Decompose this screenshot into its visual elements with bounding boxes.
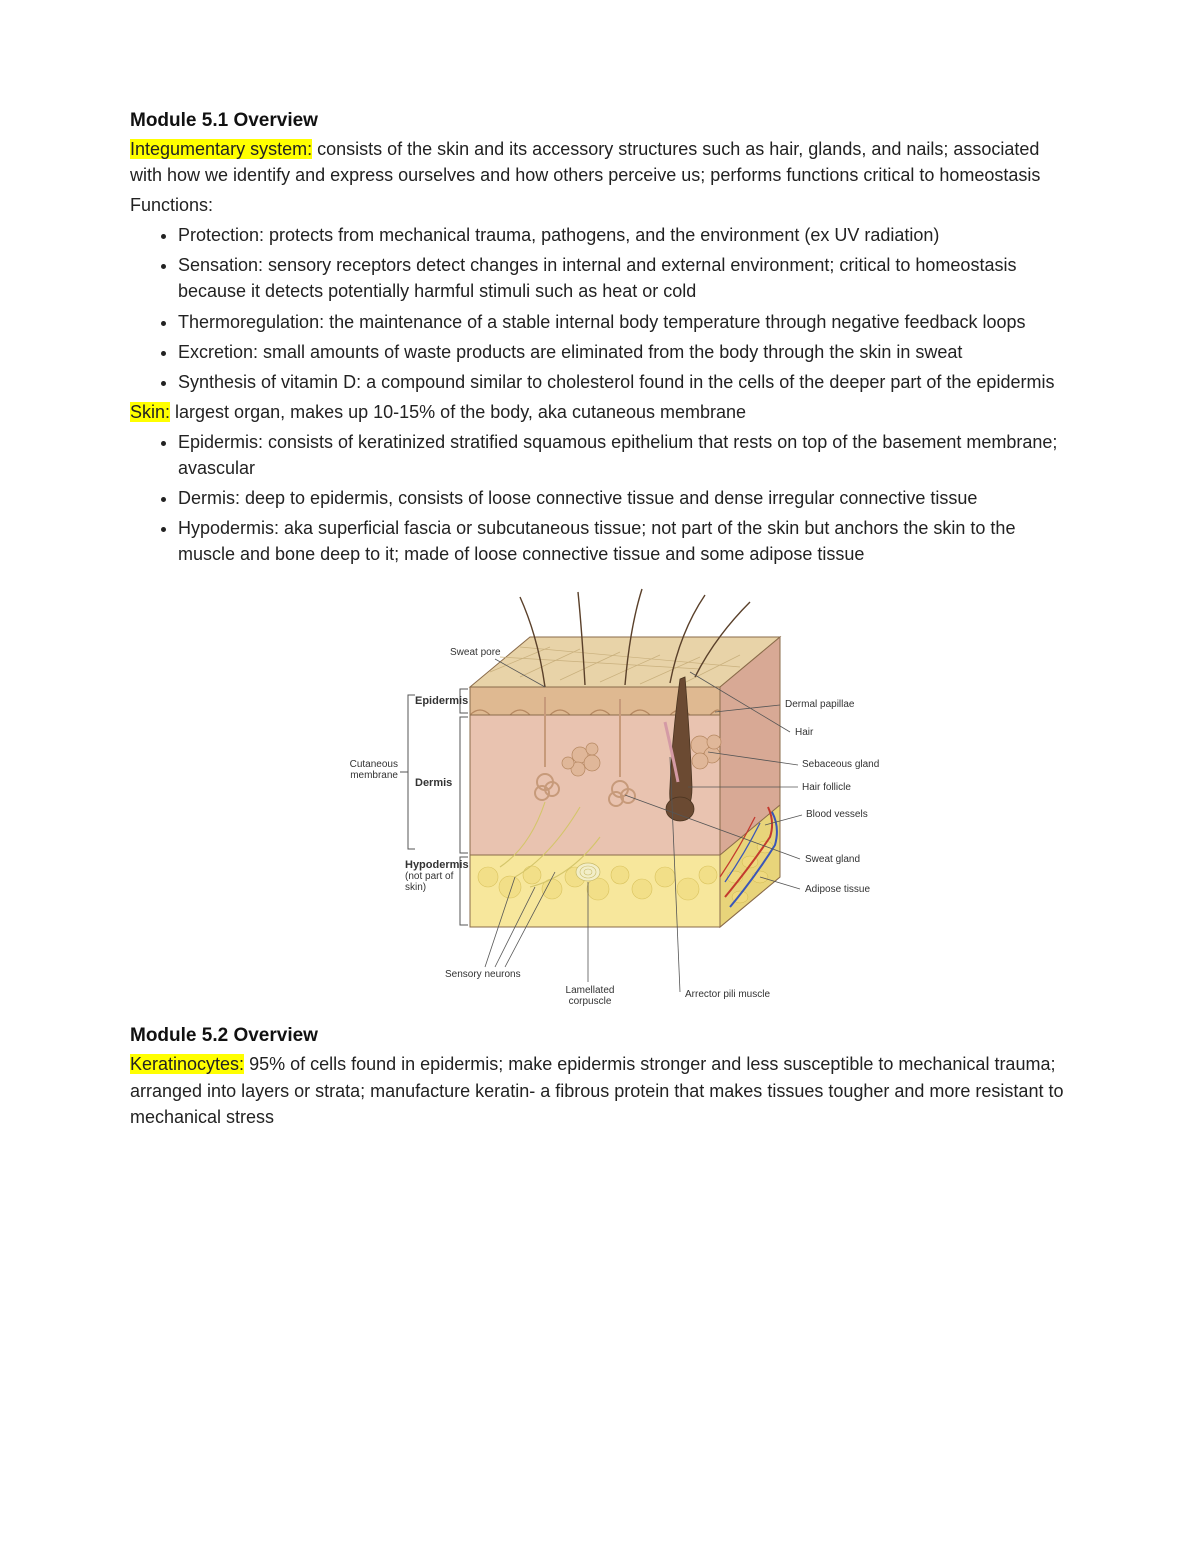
list-item: Excretion: small amounts of waste produc… xyxy=(178,339,1070,365)
label-hair: Hair xyxy=(795,727,813,738)
keratinocytes-definition: Keratinocytes: 95% of cells found in epi… xyxy=(130,1051,1070,1129)
list-item: Thermoregulation: the maintenance of a s… xyxy=(178,309,1070,335)
keratinocytes-desc: 95% of cells found in epidermis; make ep… xyxy=(130,1054,1063,1126)
term-keratinocytes: Keratinocytes: xyxy=(130,1054,244,1074)
label-hypodermis-note: (not part of skin) xyxy=(405,871,465,893)
label-sweat-pore: Sweat pore xyxy=(450,647,501,658)
label-cutaneous-membrane: Cutaneous membrane xyxy=(340,759,398,781)
label-dermal-papillae: Dermal papillae xyxy=(785,699,854,710)
list-item: Protection: protects from mechanical tra… xyxy=(178,222,1070,248)
label-hypodermis: Hypodermis xyxy=(405,859,469,871)
skin-diagram-container: Sweat pore Epidermis Cutaneous membrane … xyxy=(130,577,1070,1007)
document-page: Module 5.1 Overview Integumentary system… xyxy=(0,0,1200,1553)
list-item: Synthesis of vitamin D: a compound simil… xyxy=(178,369,1070,395)
label-blood-vessels: Blood vessels xyxy=(806,809,868,820)
list-item: Dermis: deep to epidermis, consists of l… xyxy=(178,485,1070,511)
skin-diagram: Sweat pore Epidermis Cutaneous membrane … xyxy=(320,577,880,1007)
label-adipose-tissue: Adipose tissue xyxy=(805,884,870,895)
skin-definition: Skin: largest organ, makes up 10-15% of … xyxy=(130,399,1070,425)
label-arrector-pili: Arrector pili muscle xyxy=(685,989,770,1000)
label-epidermis: Epidermis xyxy=(415,695,468,707)
term-integumentary: Integumentary system: xyxy=(130,139,312,159)
section-heading: Module 5.2 Overview xyxy=(130,1025,1070,1047)
list-item: Epidermis: consists of keratinized strat… xyxy=(178,429,1070,481)
label-lamellated-corpuscle: Lamellated corpuscle xyxy=(560,985,620,1007)
label-sensory-neurons: Sensory neurons xyxy=(445,969,521,980)
term-skin: Skin: xyxy=(130,402,170,422)
list-item: Sensation: sensory receptors detect chan… xyxy=(178,252,1070,304)
label-hair-follicle: Hair follicle xyxy=(802,782,851,793)
skin-desc: largest organ, makes up 10-15% of the bo… xyxy=(170,402,746,422)
functions-list: Protection: protects from mechanical tra… xyxy=(130,222,1070,395)
skin-layers-list: Epidermis: consists of keratinized strat… xyxy=(130,429,1070,567)
functions-label: Functions: xyxy=(130,192,1070,218)
section-heading: Module 5.1 Overview xyxy=(130,110,1070,132)
list-item: Hypodermis: aka superficial fascia or su… xyxy=(178,515,1070,567)
label-dermis: Dermis xyxy=(415,777,452,789)
integumentary-definition: Integumentary system: consists of the sk… xyxy=(130,136,1070,188)
label-sweat-gland: Sweat gland xyxy=(805,854,860,865)
section-2: Module 5.2 Overview Keratinocytes: 95% o… xyxy=(130,1025,1070,1129)
diagram-svg xyxy=(320,577,880,1007)
label-sebaceous-gland: Sebaceous gland xyxy=(802,759,879,770)
